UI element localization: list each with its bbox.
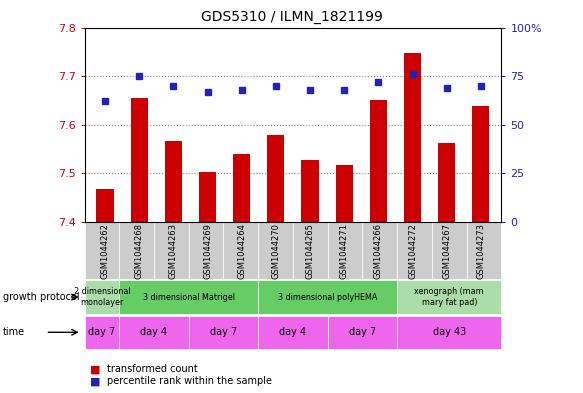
Text: growth protocol: growth protocol [3,292,79,302]
Bar [336,165,353,222]
Bar [404,53,421,222]
Text: percentile rank within the sample: percentile rank within the sample [107,376,272,386]
Text: xenograph (mam
mary fat pad): xenograph (mam mary fat pad) [415,287,484,307]
Text: day 7: day 7 [88,327,115,337]
Text: 2 dimensional
monolayer: 2 dimensional monolayer [73,287,130,307]
Bar [131,98,147,222]
Bar [199,173,216,222]
Text: 3 dimensional Matrigel: 3 dimensional Matrigel [143,293,235,301]
Bar [233,154,250,222]
Text: day 7: day 7 [349,327,376,337]
Text: transformed count: transformed count [107,364,198,375]
Text: time: time [3,327,25,337]
Text: day 4: day 4 [279,327,307,337]
Bar [472,106,489,222]
Text: day 43: day 43 [433,327,466,337]
Text: 3 dimensional polyHEMA: 3 dimensional polyHEMA [278,293,377,301]
Bar [165,141,182,222]
Bar [438,143,455,222]
Text: ■: ■ [90,376,101,386]
Text: ■: ■ [90,364,101,375]
Bar [370,100,387,222]
Text: day 7: day 7 [210,327,237,337]
Bar [97,189,114,222]
Bar [268,136,285,222]
Bar [301,160,318,222]
Text: GDS5310 / ILMN_1821199: GDS5310 / ILMN_1821199 [201,10,382,24]
Text: day 4: day 4 [141,327,167,337]
